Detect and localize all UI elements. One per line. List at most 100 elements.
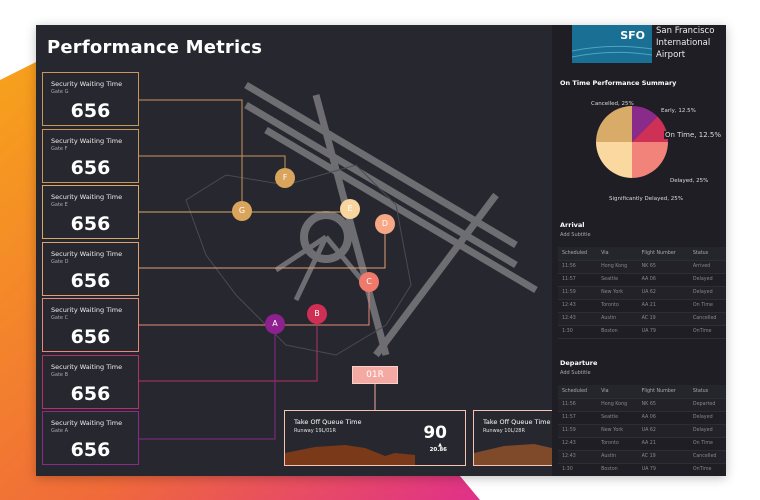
security-wait-card[interactable]: Security Waiting Time Gate C 656 bbox=[42, 298, 139, 352]
gate-marker-c[interactable]: C bbox=[359, 272, 379, 292]
pie-slice[interactable] bbox=[632, 142, 668, 178]
column-header[interactable]: Scheduled bbox=[558, 385, 598, 399]
card-title: Security Waiting Time bbox=[51, 306, 123, 314]
table-row[interactable]: 11:57 Seattle AA 06 Delayed bbox=[558, 411, 726, 425]
pie-label: On Time, 12.5% bbox=[664, 131, 722, 139]
pie-slice[interactable] bbox=[596, 106, 632, 142]
card-value: 656 bbox=[70, 382, 111, 405]
runway-label[interactable]: 01R bbox=[352, 366, 398, 384]
departure-subtitle: Add Subtitle bbox=[560, 370, 591, 376]
queue-sparkline bbox=[474, 444, 554, 465]
card-title: Security Waiting Time bbox=[51, 136, 123, 145]
table-cell: AA 06 bbox=[637, 411, 689, 425]
table-cell: Seattle bbox=[597, 273, 638, 287]
table-cell: 11:57 bbox=[558, 411, 598, 425]
card-gate: Gate C bbox=[51, 315, 69, 321]
security-wait-card[interactable]: Security Waiting Time Gate E 656 bbox=[42, 185, 139, 239]
table-row[interactable]: 11:59 New York UA 62 Delayed bbox=[558, 424, 726, 438]
security-wait-card[interactable]: Security Waiting Time Gate A 656 bbox=[42, 411, 139, 465]
table-row[interactable]: 11:56 Hong Kong NK 65 Arrived bbox=[558, 260, 726, 274]
table-cell: 11:56 bbox=[558, 398, 598, 412]
gate-marker-b[interactable]: B bbox=[307, 304, 327, 324]
pie-label: Delayed, 25% bbox=[670, 178, 709, 184]
trend-up-icon: ▲ bbox=[438, 442, 442, 448]
airport-name: San Francisco International Airport bbox=[656, 26, 715, 60]
arrival-table: Scheduled Via Flight Number Status 11:56 Hong… bbox=[558, 247, 726, 339]
table-cell: Departed bbox=[688, 398, 726, 412]
table-cell: Seattle bbox=[597, 411, 638, 425]
pie-chart bbox=[596, 106, 668, 178]
column-header[interactable]: Via bbox=[597, 385, 638, 399]
card-value: 656 bbox=[70, 213, 111, 235]
table-cell: UA 79 bbox=[637, 325, 689, 339]
queue-card[interactable]: Take Off Queue Time Runway 19L/01R 90 ▲ … bbox=[284, 410, 466, 466]
gate-marker-e[interactable]: E bbox=[340, 199, 360, 219]
dashboard: Performance Metrics Security Waiting Tim… bbox=[36, 25, 726, 476]
queue-title: Take Off Queue Time bbox=[483, 418, 551, 426]
table-row[interactable]: 1:30 Boston UA 79 OnTime bbox=[558, 325, 726, 339]
card-gate: Gate G bbox=[51, 89, 69, 95]
arrival-subtitle: Add Subtitle bbox=[560, 232, 591, 238]
table-cell: Delayed bbox=[688, 424, 726, 438]
table-row[interactable]: 12:43 Austin AC 19 Cancelled bbox=[558, 312, 726, 326]
table-cell: 11:59 bbox=[558, 286, 598, 300]
column-header[interactable]: Flight Number bbox=[637, 385, 689, 399]
table-cell: On Time bbox=[688, 299, 726, 313]
table-cell: New York bbox=[597, 286, 638, 300]
table-cell: NK 65 bbox=[637, 398, 689, 412]
card-value: 656 bbox=[70, 100, 111, 122]
table-row[interactable]: 1:30 Boston UA 79 OnTime bbox=[558, 463, 726, 476]
security-wait-card[interactable]: Security Waiting Time Gate B 656 bbox=[42, 354, 139, 409]
queue-value: 90 bbox=[423, 423, 447, 443]
column-header[interactable]: Scheduled bbox=[558, 247, 598, 261]
table-cell: Cancelled bbox=[688, 312, 726, 326]
page-title: Performance Metrics bbox=[47, 37, 263, 58]
table-cell: 12:43 bbox=[558, 437, 598, 451]
table-cell: Hong Kong bbox=[597, 398, 638, 412]
gate-marker-a[interactable]: A bbox=[265, 314, 285, 334]
gate-marker-d[interactable]: D bbox=[375, 214, 395, 234]
table-cell: 1:30 bbox=[558, 463, 598, 476]
security-wait-card[interactable]: Security Waiting Time Gate G 656 bbox=[42, 72, 139, 126]
card-gate: Gate D bbox=[51, 258, 69, 265]
table-cell: New York bbox=[597, 424, 638, 438]
card-title: Security Waiting Time bbox=[51, 362, 123, 371]
card-title: Security Waiting Time bbox=[51, 193, 123, 201]
gate-marker-f[interactable]: F bbox=[275, 168, 295, 188]
table-row[interactable]: 11:56 Hong Kong NK 65 Departed bbox=[558, 398, 726, 412]
table-cell: AC 19 bbox=[637, 312, 689, 326]
table-cell: NK 65 bbox=[637, 260, 689, 274]
table-row[interactable]: 11:57 Seattle AA 06 Delayed bbox=[558, 273, 726, 287]
card-title: Security Waiting Time bbox=[51, 249, 123, 258]
pie-label: Cancelled, 25% bbox=[591, 101, 634, 107]
column-header[interactable]: Flight Number bbox=[637, 247, 689, 261]
gate-marker-g[interactable]: G bbox=[232, 201, 252, 221]
pie-slice[interactable] bbox=[596, 142, 632, 178]
table-row[interactable]: 12:43 Austin AC 19 Cancelled bbox=[558, 450, 726, 464]
table-cell: Delayed bbox=[688, 286, 726, 300]
table-row[interactable]: 11:59 New York UA 62 Delayed bbox=[558, 286, 726, 300]
table-cell: 12:43 bbox=[558, 312, 598, 326]
table-cell: AA 21 bbox=[637, 299, 689, 313]
card-value: 656 bbox=[70, 439, 111, 461]
table-row[interactable]: 12:43 Toronto AA 21 On Time bbox=[558, 437, 726, 451]
table-cell: UA 79 bbox=[637, 463, 689, 476]
column-header[interactable]: Status bbox=[688, 385, 726, 399]
card-value: 656 bbox=[70, 269, 111, 292]
card-gate: Gate B bbox=[51, 371, 68, 378]
airport-map bbox=[139, 81, 538, 440]
column-header[interactable]: Via bbox=[597, 247, 638, 261]
pie-slice[interactable] bbox=[632, 116, 668, 142]
table-cell: On Time bbox=[688, 437, 726, 451]
table-cell: UA 62 bbox=[637, 424, 689, 438]
table-cell: Boston bbox=[597, 463, 638, 476]
table-cell: OnTime bbox=[688, 325, 726, 339]
queue-card[interactable]: Take Off Queue Time Runway 10L/28R bbox=[473, 410, 555, 466]
table-cell: AA 06 bbox=[637, 273, 689, 287]
pie-slice[interactable] bbox=[632, 106, 658, 142]
card-title: Security Waiting Time bbox=[51, 419, 123, 427]
security-wait-card[interactable]: Security Waiting Time Gate F 656 bbox=[42, 128, 139, 183]
security-wait-card[interactable]: Security Waiting Time Gate D 656 bbox=[42, 241, 139, 296]
column-header[interactable]: Status bbox=[688, 247, 726, 261]
table-row[interactable]: 12:43 Toronto AA 21 On Time bbox=[558, 299, 726, 313]
